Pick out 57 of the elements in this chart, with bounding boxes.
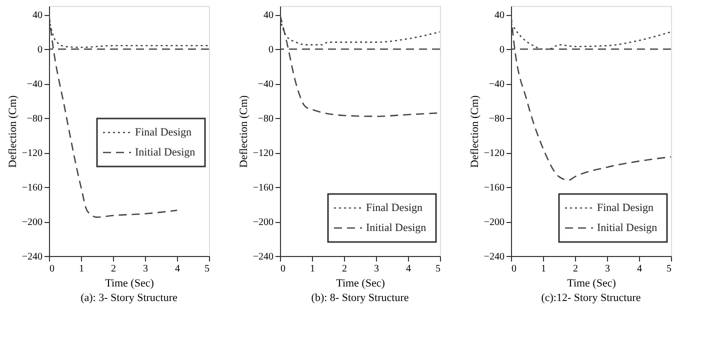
x-tick-label: 5 <box>204 264 210 274</box>
y-tick-label: 40 <box>32 10 42 22</box>
y-tick-label: 0 <box>38 44 42 56</box>
x-axis-title: Time (Sec) <box>567 278 616 290</box>
y-tick-label: −160 <box>22 182 42 194</box>
x-tick-label: 1 <box>310 264 315 274</box>
y-axis-title: Deflection (Cm) <box>468 94 481 168</box>
x-tick-label: 3 <box>143 264 148 274</box>
y-tick-label: −200 <box>484 217 504 228</box>
x-tick-label: 4 <box>406 264 411 274</box>
y-tick-label: −120 <box>252 148 274 160</box>
legend-label: Final Design <box>366 202 424 214</box>
y-tick-label: 40 <box>494 10 504 22</box>
legend-label: Initial Design <box>597 222 658 234</box>
legend-label: Final Design <box>135 126 192 138</box>
x-tick-label: 2 <box>342 264 347 274</box>
x-axis-title: Time (Sec) <box>336 278 386 290</box>
y-tick-label: −80 <box>488 114 504 125</box>
x-tick-label: 0 <box>50 264 54 274</box>
y-tick-label: −120 <box>484 148 504 160</box>
x-axis-title: Time (Sec) <box>105 278 154 290</box>
y-tick-label: −120 <box>22 148 42 160</box>
y-tick-label: −80 <box>258 114 274 125</box>
legend-label: Initial Design <box>135 146 196 158</box>
y-tick-label: −40 <box>258 79 274 90</box>
y-tick-label: −200 <box>252 217 274 228</box>
y-tick-label: −240 <box>484 252 504 262</box>
x-tick-label: 1 <box>79 264 84 274</box>
legend-label: Final Design <box>597 202 654 214</box>
x-tick-label: 2 <box>573 264 578 274</box>
text: (c):12- Story Structure <box>541 292 641 304</box>
x-tick-label: 4 <box>637 264 642 274</box>
x-tick-label: 5 <box>436 264 440 274</box>
x-tick-label: 3 <box>374 264 379 274</box>
y-axis-title: Deflection (Cm) <box>238 94 250 168</box>
y-tick-label: −80 <box>26 114 42 125</box>
x-tick-label: 3 <box>605 264 610 274</box>
text: (b): 8- Story Structure <box>311 292 409 304</box>
y-tick-label: 0 <box>268 44 274 56</box>
y-tick-label: −40 <box>26 79 42 90</box>
x-tick-label: 1 <box>541 264 546 274</box>
y-tick-label: 0 <box>500 44 504 56</box>
x-tick-label: 0 <box>280 264 286 274</box>
y-tick-label: 40 <box>264 10 274 22</box>
y-axis-title: Deflection (Cm) <box>6 94 19 168</box>
y-tick-label: −200 <box>22 217 42 228</box>
legend-label: Initial Design <box>366 222 427 234</box>
y-tick-label: −240 <box>252 252 274 262</box>
y-tick-label: −160 <box>484 182 504 194</box>
text: (a): 3- Story Structure <box>80 292 178 304</box>
x-tick-label: 0 <box>512 264 516 274</box>
x-tick-label: 4 <box>175 264 180 274</box>
y-tick-label: −240 <box>22 252 42 262</box>
y-tick-label: −160 <box>252 182 274 194</box>
x-tick-label: 5 <box>666 264 672 274</box>
y-tick-label: −40 <box>488 79 504 90</box>
x-tick-label: 2 <box>111 264 116 274</box>
